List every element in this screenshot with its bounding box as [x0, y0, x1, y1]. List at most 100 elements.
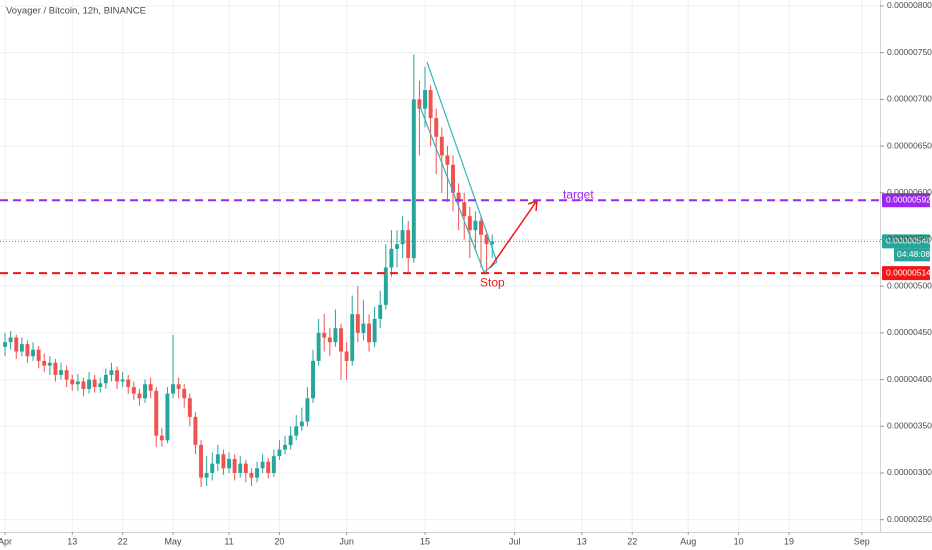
- candle-body: [383, 267, 388, 305]
- candle-body: [171, 384, 175, 394]
- candle-body: [59, 370, 63, 375]
- y-tick-label: 0.00000450: [887, 327, 932, 337]
- x-tick-label: Aug: [680, 536, 696, 546]
- candle-body: [428, 90, 433, 119]
- candle-body: [75, 381, 80, 385]
- candle-body: [115, 370, 119, 382]
- candle-body: [3, 342, 7, 347]
- y-tick-label: 0.00000250: [887, 514, 932, 524]
- annotation: target: [563, 187, 594, 201]
- candle-body: [316, 332, 321, 361]
- candle-body: [70, 379, 75, 385]
- candle-body: [199, 444, 203, 478]
- y-tick-label: 0.00000550: [887, 234, 932, 244]
- x-tick-label: Sep: [854, 536, 870, 546]
- candle-body: [260, 461, 265, 469]
- candle-body: [355, 314, 360, 333]
- x-tick-label: 22: [118, 536, 128, 546]
- candle-body: [204, 472, 209, 478]
- candle-body: [277, 449, 282, 457]
- arrow-shaft: [489, 201, 537, 269]
- candle-body: [193, 416, 198, 445]
- channel-upper: [426, 61, 498, 263]
- last-price-label: 0.00000548: [886, 236, 931, 246]
- candle-body: [92, 379, 97, 388]
- y-tick-label: 0.00000600: [887, 187, 932, 197]
- candle-body: [367, 323, 371, 343]
- candle-body: [210, 463, 215, 473]
- candle-body: [266, 461, 271, 473]
- candle-body: [64, 370, 69, 380]
- candle-body: [322, 332, 327, 338]
- candle-body: [333, 328, 338, 343]
- candle-body: [120, 379, 125, 382]
- candle-body: [137, 393, 142, 399]
- drawings: [418, 61, 538, 273]
- candle-body: [19, 344, 24, 352]
- candle-body: [378, 304, 383, 319]
- levels: 0.00000548 04:48:08 0.00000592 target 0.0000…: [0, 187, 931, 289]
- candle-body: [311, 360, 315, 399]
- candle-body: [126, 379, 131, 388]
- candle-body: [232, 458, 237, 473]
- candle-body: [98, 383, 103, 388]
- candle-body: [249, 472, 254, 478]
- candle-body: [389, 248, 394, 268]
- y-tick-label: 0.00000750: [887, 47, 932, 57]
- candle-body: [299, 421, 304, 427]
- candle-body: [238, 463, 243, 473]
- candle-body: [25, 344, 30, 357]
- candle-body: [445, 155, 450, 165]
- candle-body: [271, 456, 276, 473]
- candle-body: [339, 328, 343, 352]
- candle-body: [294, 426, 299, 436]
- candle-body: [187, 398, 192, 417]
- channel-lower: [418, 103, 485, 273]
- x-tick-label: 11: [224, 536, 233, 546]
- y-tick-label: 0.00000800: [887, 0, 932, 10]
- x-tick-label: 13: [67, 536, 77, 546]
- candle-body: [305, 398, 310, 422]
- candle-body: [148, 384, 153, 391]
- candle-body: [406, 230, 411, 259]
- candle-body: [103, 374, 108, 384]
- price-line-label: 0.00000592: [886, 194, 931, 204]
- y-tick-label: 0.00000400: [887, 374, 932, 384]
- price-line-label: 0.00000514: [886, 267, 931, 277]
- candle-body: [36, 349, 41, 361]
- candle-body: [14, 337, 19, 352]
- candle-body: [159, 435, 164, 441]
- candle-body: [87, 379, 91, 389]
- grid: [0, 0, 880, 532]
- candle-body: [344, 351, 349, 361]
- chart-title: Voyager / Bitcoin, 12h, BINANCE: [6, 6, 146, 17]
- candle-body: [143, 384, 147, 399]
- candle-body: [182, 388, 187, 399]
- candle-body: [131, 387, 136, 394]
- candle-body: [53, 362, 58, 375]
- x-tick-label: 15: [420, 536, 430, 546]
- x-tick-label: May: [165, 536, 183, 546]
- candle-body: [165, 393, 170, 441]
- candle-body: [215, 454, 220, 464]
- price-line-box: [882, 266, 930, 281]
- candle-body: [243, 463, 248, 473]
- candle-body: [31, 349, 35, 357]
- candle-body: [361, 323, 366, 333]
- price-line-box: [882, 193, 930, 208]
- candle-body: [439, 136, 444, 156]
- candle-body: [327, 337, 332, 343]
- candle-body: [288, 435, 293, 445]
- candle-body: [47, 362, 52, 366]
- last-price-box: [882, 234, 930, 249]
- y-tick-label: 0.00000700: [887, 94, 932, 104]
- candle-body: [109, 370, 114, 375]
- x-tick-label: 13: [577, 536, 587, 546]
- candle-body: [350, 314, 355, 361]
- candle-body: [283, 444, 287, 450]
- candle-body: [372, 318, 377, 343]
- candle-body: [154, 390, 159, 436]
